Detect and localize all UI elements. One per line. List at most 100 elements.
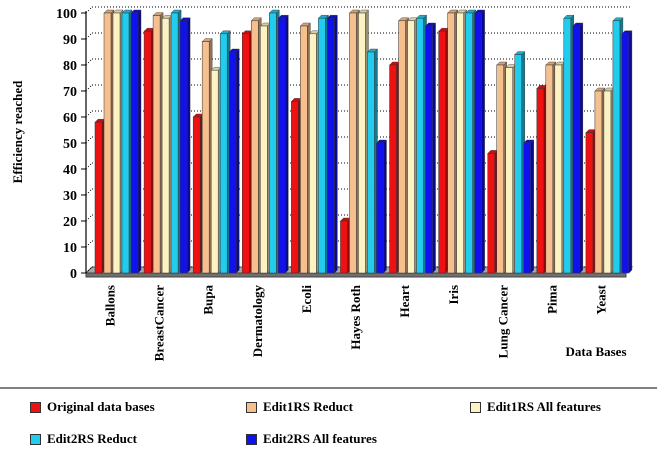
bar-front <box>103 12 112 274</box>
legend-label-edit1rs-reduct: Edit1RS Reduct <box>263 399 353 414</box>
bar <box>474 9 486 274</box>
y-tick-label: 40 <box>63 163 77 178</box>
bar <box>308 30 320 274</box>
bar-front <box>94 121 103 274</box>
bar-front <box>536 88 545 274</box>
bar-side <box>579 22 584 274</box>
bar <box>425 22 437 274</box>
gridline-diagonal <box>85 162 93 170</box>
bar <box>170 9 182 274</box>
bar-front <box>389 64 397 274</box>
bar <box>496 61 508 274</box>
bar <box>398 17 410 274</box>
bar-front <box>425 25 433 274</box>
legend-item-original: Original data bases <box>30 399 155 415</box>
bar-front <box>201 41 210 274</box>
bar-front <box>523 142 531 274</box>
bar <box>94 118 106 274</box>
bar <box>416 14 428 274</box>
bar <box>250 17 262 274</box>
legend-swatch-edit2rs-all <box>246 433 257 445</box>
legend-item-edit2rs-all: Edit2RS All features <box>246 431 377 447</box>
bar-front <box>398 20 406 274</box>
bar-front <box>192 116 201 274</box>
bar <box>357 9 369 274</box>
x-tick-label: Yeast <box>593 284 608 314</box>
gridline-diagonal <box>85 58 93 66</box>
bar-front <box>554 64 563 274</box>
y-tick-label: 10 <box>63 241 77 256</box>
y-tick-label: 0 <box>70 267 77 282</box>
bar <box>179 17 191 274</box>
bar-side <box>628 30 633 274</box>
bar-front <box>367 51 375 274</box>
bar-side <box>235 48 240 274</box>
bar-front <box>621 33 630 274</box>
gridline-diagonal <box>85 32 93 40</box>
bar <box>536 84 548 274</box>
bar-front <box>585 132 594 274</box>
bar <box>389 61 401 274</box>
bar <box>554 61 566 274</box>
bar <box>465 9 477 274</box>
gridline-diagonal <box>85 84 93 92</box>
bar-front <box>474 12 482 274</box>
bar <box>161 14 173 274</box>
bar-front <box>161 17 170 274</box>
legend-swatch-original <box>30 401 41 413</box>
x-tick-label: Ecoli <box>299 285 314 314</box>
bar <box>210 66 222 274</box>
bar <box>366 48 378 274</box>
bar <box>259 22 271 274</box>
bar <box>290 97 302 274</box>
legend-label-edit1rs-all: Edit1RS All features <box>487 399 601 414</box>
bar <box>228 48 240 274</box>
bar-front <box>465 12 473 274</box>
bar-front <box>251 20 259 274</box>
bar-front <box>143 30 152 274</box>
bar <box>192 113 204 274</box>
bar <box>585 129 597 274</box>
x-tick-label: Dermatology <box>250 285 265 358</box>
bar-front <box>456 12 464 274</box>
bar <box>572 22 584 274</box>
bar <box>603 87 615 274</box>
gridline-diagonal <box>85 188 93 196</box>
bar <box>277 14 289 274</box>
bar-front <box>376 142 384 274</box>
bar <box>121 9 133 274</box>
bar-side <box>481 9 485 274</box>
bar-front <box>327 17 335 274</box>
bar <box>523 139 535 274</box>
bar <box>545 61 557 274</box>
bar <box>339 217 351 274</box>
bar-front <box>269 12 277 274</box>
bar <box>447 9 459 274</box>
bar-side <box>334 14 338 274</box>
bar-front <box>407 20 415 274</box>
legend-swatch-edit1rs-all <box>470 401 481 413</box>
floor-front <box>85 272 627 278</box>
bar-front <box>219 33 228 274</box>
bar-side <box>137 9 142 274</box>
bar <box>317 14 329 274</box>
bar <box>514 51 526 274</box>
bar-front <box>112 12 121 274</box>
bar-front <box>210 69 219 274</box>
bar-front <box>496 64 504 274</box>
axes: 0 10 20 30 40 50 60 70 80 90 100 Ballons BreastCance… <box>0 7 657 389</box>
bar <box>201 38 213 274</box>
bar-front <box>130 12 139 274</box>
bar-front <box>340 220 348 274</box>
x-axis-label: Data Bases <box>565 344 626 359</box>
bar-front <box>309 33 317 274</box>
bar-side <box>530 139 534 274</box>
bar-side <box>383 139 387 274</box>
bar <box>348 9 360 274</box>
legend-item-edit1rs-all: Edit1RS All features <box>470 399 601 415</box>
bar <box>594 87 606 274</box>
bar-front <box>291 101 299 274</box>
bar-front <box>487 153 495 274</box>
bar <box>152 12 164 274</box>
legend-swatch-edit1rs-reduct <box>246 401 257 413</box>
